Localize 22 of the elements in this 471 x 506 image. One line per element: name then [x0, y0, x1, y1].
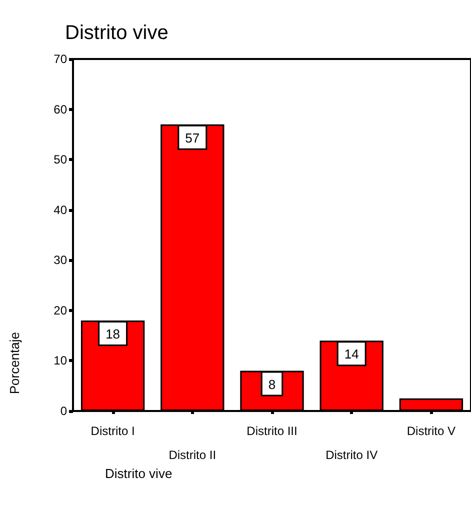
y-tick-label: 30 — [54, 253, 68, 268]
y-tick-label: 50 — [54, 152, 68, 167]
y-axis-title: Porcentaje — [7, 332, 22, 394]
y-tick-label: 60 — [54, 102, 68, 116]
data-label: 8 — [268, 376, 276, 392]
x-tick-label: Distrito V — [406, 424, 456, 438]
bar — [160, 124, 224, 411]
chart-title: Distrito vive — [65, 22, 168, 44]
y-tick-label: 70 — [54, 52, 68, 66]
y-tick-label: 10 — [54, 354, 68, 368]
y-tick-label: 0 — [60, 404, 68, 418]
x-tick-label: Distrito IV — [326, 448, 378, 462]
bar — [399, 398, 464, 411]
y-tick-label: 20 — [54, 303, 68, 318]
x-axis-title: Distrito vive — [105, 466, 172, 481]
y-tick-label: 40 — [54, 202, 68, 217]
x-tick-label: Distrito I — [90, 424, 135, 438]
data-label: 18 — [106, 326, 120, 342]
data-label: 57 — [185, 130, 200, 146]
x-tick-label: Distrito III — [246, 424, 298, 438]
x-tick-label: Distrito II — [168, 448, 216, 462]
data-label: 14 — [344, 346, 359, 362]
